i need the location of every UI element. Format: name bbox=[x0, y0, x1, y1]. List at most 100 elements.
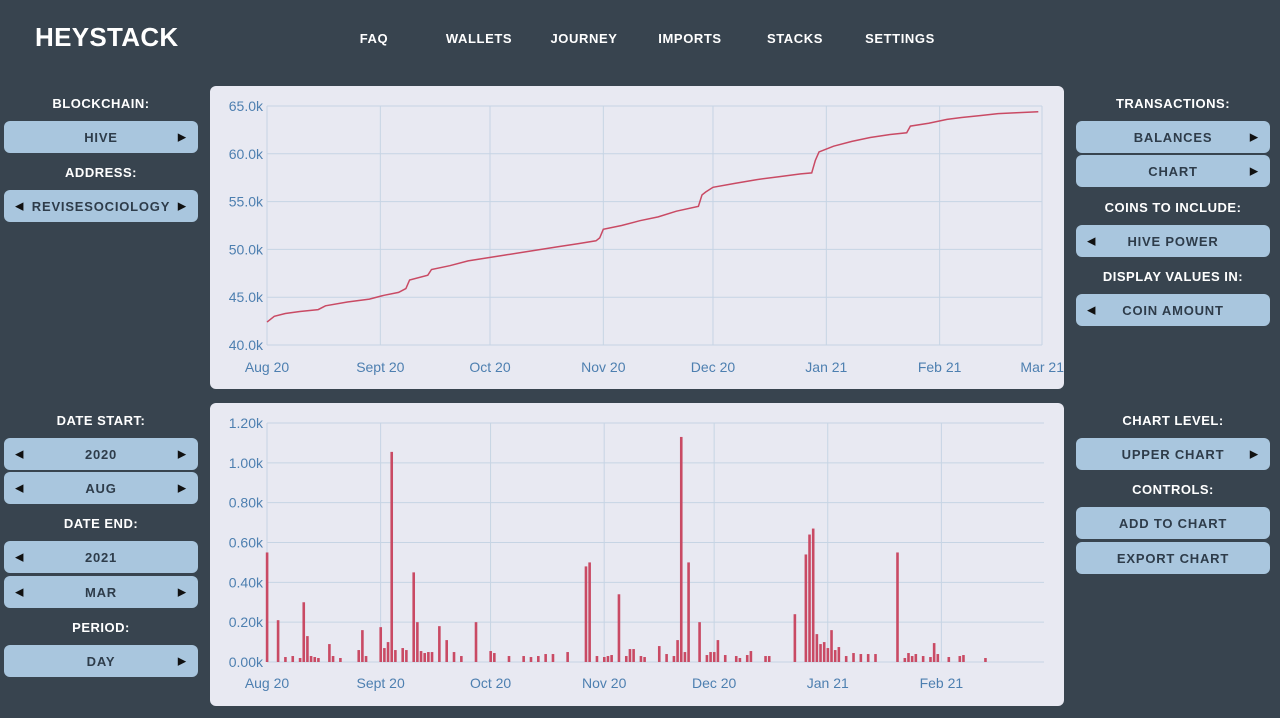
chart-button-label: CHART bbox=[1148, 163, 1198, 179]
address-label: ADDRESS: bbox=[65, 165, 137, 180]
bar bbox=[643, 657, 646, 662]
nav-imports[interactable]: IMPORTS bbox=[658, 31, 722, 46]
nav-journey[interactable]: JOURNEY bbox=[550, 31, 618, 46]
prev-arrow-icon[interactable]: ◀ bbox=[15, 482, 25, 495]
bar bbox=[826, 648, 830, 662]
display-values-label: DISPLAY VALUES IN: bbox=[1102, 269, 1244, 284]
prev-arrow-icon[interactable]: ◀ bbox=[1087, 304, 1097, 317]
bar bbox=[672, 656, 676, 662]
bar bbox=[628, 649, 632, 662]
next-arrow-icon[interactable]: ▶ bbox=[177, 655, 187, 668]
display-values-value: COIN AMOUNT bbox=[1122, 302, 1224, 318]
bar bbox=[896, 552, 899, 662]
next-arrow-icon[interactable]: ▶ bbox=[177, 200, 187, 213]
bar bbox=[705, 655, 709, 662]
next-arrow-icon[interactable]: ▶ bbox=[177, 131, 187, 144]
date-end-month-value: MAR bbox=[84, 584, 117, 600]
nav-stacks[interactable]: STACKS bbox=[766, 31, 824, 46]
blockchain-label: BLOCKCHAIN: bbox=[52, 96, 150, 111]
y-tick-label: 1.20k bbox=[229, 415, 264, 431]
date-start-year-selector[interactable]: ◀ 2020 ▶ bbox=[4, 438, 198, 470]
y-tick-label: 55.0k bbox=[229, 194, 264, 210]
bar bbox=[489, 651, 492, 662]
bar bbox=[687, 562, 690, 662]
transactions-label: TRANSACTIONS: bbox=[1115, 96, 1231, 111]
x-tick-label: Aug 20 bbox=[245, 675, 290, 691]
prev-arrow-icon[interactable]: ◀ bbox=[1087, 235, 1097, 248]
bar bbox=[793, 614, 797, 662]
y-tick-label: 40.0k bbox=[229, 337, 264, 353]
bar bbox=[438, 626, 441, 662]
y-tick-label: 0.20k bbox=[229, 614, 264, 630]
x-tick-label: Nov 20 bbox=[581, 359, 626, 375]
bar bbox=[819, 644, 822, 662]
nav-settings[interactable]: SETTINGS bbox=[865, 31, 935, 46]
prev-arrow-icon[interactable]: ◀ bbox=[15, 586, 25, 599]
coins-selector[interactable]: ◀ HIVE POWER bbox=[1076, 225, 1270, 257]
bar bbox=[383, 648, 386, 662]
date-end-month-selector[interactable]: ◀ MAR ▶ bbox=[4, 576, 198, 608]
date-start-label: DATE START: bbox=[56, 413, 146, 428]
bar bbox=[958, 656, 962, 662]
bar bbox=[537, 656, 540, 662]
bar bbox=[529, 657, 533, 662]
x-tick-label: Dec 20 bbox=[692, 675, 737, 691]
bar bbox=[738, 658, 742, 662]
next-arrow-icon[interactable]: ▶ bbox=[1249, 131, 1259, 144]
next-arrow-icon[interactable]: ▶ bbox=[177, 586, 187, 599]
next-arrow-icon[interactable]: ▶ bbox=[1249, 165, 1259, 178]
bar bbox=[302, 602, 306, 662]
coins-value: HIVE POWER bbox=[1127, 233, 1219, 249]
period-selector[interactable]: DAY ▶ bbox=[4, 645, 198, 677]
balance-series-line bbox=[266, 110, 1039, 323]
date-start-month-value: AUG bbox=[85, 480, 117, 496]
bar bbox=[665, 654, 668, 662]
prev-arrow-icon[interactable]: ◀ bbox=[15, 551, 25, 564]
blockchain-selector[interactable]: HIVE ▶ bbox=[4, 121, 198, 153]
x-tick-label: Sept 20 bbox=[356, 675, 404, 691]
x-tick-label: Jan 21 bbox=[807, 675, 849, 691]
controls-label: CONTROLS: bbox=[1132, 482, 1214, 497]
chart-level-selector[interactable]: UPPER CHART ▶ bbox=[1076, 438, 1270, 470]
bar bbox=[808, 534, 811, 662]
bar bbox=[298, 658, 302, 662]
bar bbox=[723, 655, 727, 662]
next-arrow-icon[interactable]: ▶ bbox=[177, 448, 187, 461]
bar bbox=[962, 655, 965, 662]
line-chart-panel: 40.0k 45.0k 50.0k 55.0k 60.0k 65.0k Aug 20 Sept… bbox=[210, 86, 1064, 389]
add-to-chart-button[interactable]: ADD TO CHART bbox=[1076, 507, 1270, 539]
bar bbox=[357, 650, 361, 662]
bar bbox=[566, 652, 569, 662]
bar bbox=[984, 658, 987, 662]
bar-chart-panel: 0.00k 0.20k 0.40k 0.60k 0.80k 1.00k 1.20k Aug 2… bbox=[210, 403, 1064, 706]
nav-wallets[interactable]: WALLETS bbox=[445, 31, 513, 46]
bar bbox=[767, 656, 771, 662]
bar bbox=[936, 654, 940, 662]
bar bbox=[284, 657, 287, 662]
bar bbox=[339, 658, 342, 662]
bar bbox=[910, 656, 914, 662]
bar bbox=[874, 654, 877, 662]
app-logo[interactable]: HEYSTACK bbox=[35, 22, 179, 52]
export-chart-button[interactable]: EXPORT CHART bbox=[1076, 542, 1270, 574]
bar bbox=[657, 646, 661, 662]
bar bbox=[709, 652, 712, 662]
prev-arrow-icon[interactable]: ◀ bbox=[15, 448, 25, 461]
bar bbox=[921, 656, 925, 662]
bar bbox=[291, 656, 295, 662]
prev-arrow-icon[interactable]: ◀ bbox=[15, 200, 25, 213]
bar bbox=[804, 554, 808, 662]
date-start-month-selector[interactable]: ◀ AUG ▶ bbox=[4, 472, 198, 504]
bar bbox=[734, 656, 738, 662]
display-values-selector[interactable]: ◀ COIN AMOUNT bbox=[1076, 294, 1270, 326]
date-end-year-selector[interactable]: ◀ 2021 bbox=[4, 541, 198, 573]
balances-button[interactable]: BALANCES ▶ bbox=[1076, 121, 1270, 153]
bar bbox=[811, 528, 815, 662]
next-arrow-icon[interactable]: ▶ bbox=[177, 482, 187, 495]
bar-chart: 0.00k 0.20k 0.40k 0.60k 0.80k 1.00k 1.20k Aug 2… bbox=[229, 415, 1044, 691]
bar bbox=[588, 562, 591, 662]
nav-faq[interactable]: FAQ bbox=[359, 31, 389, 46]
chart-button[interactable]: CHART ▶ bbox=[1076, 155, 1270, 187]
next-arrow-icon[interactable]: ▶ bbox=[1249, 448, 1259, 461]
address-selector[interactable]: ◀ REVISESOCIOLOGY ▶ bbox=[4, 190, 198, 222]
